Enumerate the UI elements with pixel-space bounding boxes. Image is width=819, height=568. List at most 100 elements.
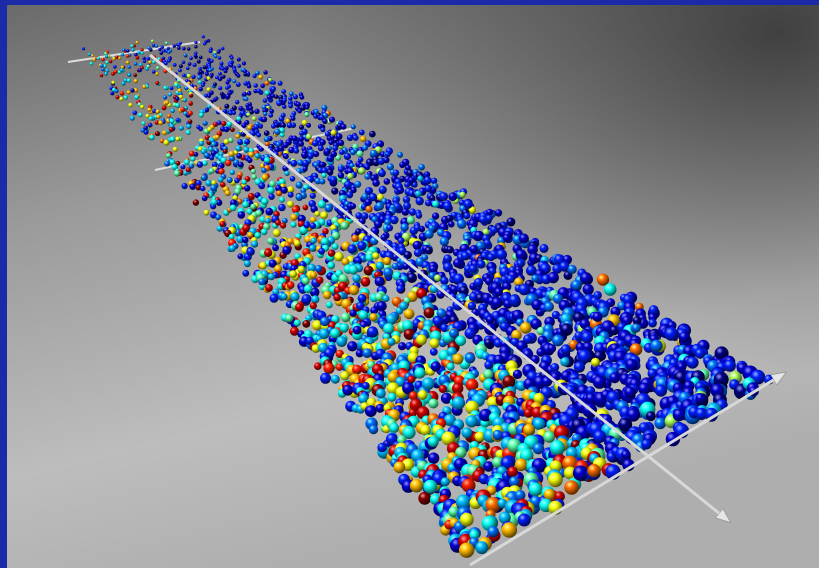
sphere — [112, 57, 116, 61]
sphere — [264, 136, 270, 142]
sphere — [220, 92, 224, 96]
sphere — [236, 74, 240, 78]
sphere — [386, 224, 393, 231]
sphere — [271, 94, 275, 98]
sphere — [571, 280, 581, 290]
sphere — [578, 350, 592, 364]
sphere — [275, 220, 281, 226]
sphere — [295, 303, 304, 312]
sphere — [142, 85, 146, 89]
sphere — [193, 199, 199, 205]
sphere — [385, 152, 391, 158]
sphere — [258, 182, 265, 189]
sphere — [188, 111, 193, 116]
sphere — [414, 225, 421, 232]
sphere — [376, 262, 384, 270]
sphere — [177, 43, 180, 46]
sphere — [331, 188, 338, 195]
sphere — [164, 161, 170, 167]
sphere — [194, 54, 198, 58]
sphere — [369, 313, 377, 321]
sphere — [320, 127, 325, 132]
sphere — [174, 83, 178, 87]
sphere — [425, 247, 433, 255]
sphere — [121, 82, 125, 86]
sphere — [413, 241, 422, 250]
sphere — [418, 492, 431, 505]
sphere — [314, 109, 319, 114]
sphere — [375, 202, 384, 211]
sphere — [284, 171, 289, 176]
sphere — [342, 385, 353, 396]
sphere — [264, 249, 272, 257]
sphere — [205, 72, 209, 76]
sphere — [233, 68, 237, 72]
sphere — [432, 201, 439, 208]
sphere — [592, 312, 602, 322]
sphere — [126, 54, 129, 57]
sphere — [246, 209, 252, 215]
page: (() => { const NS = 'http://www.w3.org/2… — [0, 0, 819, 568]
sphere — [260, 84, 265, 89]
sphere — [182, 74, 186, 78]
sphere — [593, 375, 606, 388]
sphere — [187, 47, 190, 50]
sphere — [173, 44, 176, 47]
sphere — [247, 91, 252, 96]
sphere — [155, 81, 159, 85]
sphere — [433, 316, 443, 326]
sphere — [196, 125, 200, 129]
sphere — [358, 294, 367, 303]
sphere — [330, 177, 337, 184]
sphere — [421, 254, 428, 261]
sphere — [268, 78, 272, 82]
sphere — [383, 257, 391, 265]
sphere — [115, 95, 119, 99]
sphere — [110, 91, 114, 95]
sphere — [428, 399, 438, 409]
sphere — [609, 372, 620, 383]
sphere — [225, 86, 229, 90]
sphere — [293, 94, 298, 99]
sphere — [213, 82, 217, 86]
sphere — [336, 336, 347, 347]
sphere — [560, 323, 573, 336]
sphere — [654, 417, 666, 429]
sphere — [369, 131, 376, 138]
sphere — [221, 47, 225, 51]
sphere — [242, 270, 249, 277]
sphere — [186, 167, 191, 172]
sphere — [217, 120, 222, 125]
sphere — [397, 187, 404, 194]
sphere — [503, 234, 511, 242]
sphere — [362, 145, 368, 151]
sphere — [127, 73, 131, 77]
sphere — [120, 68, 124, 72]
sphere — [339, 149, 345, 155]
sphere — [404, 309, 415, 320]
sphere — [189, 57, 193, 61]
sphere — [278, 81, 283, 86]
sphere — [581, 331, 593, 343]
sphere — [624, 386, 636, 398]
sphere — [281, 113, 286, 118]
sphere — [621, 450, 631, 460]
sphere — [274, 123, 279, 128]
sphere — [156, 115, 160, 119]
sphere — [312, 140, 319, 147]
sphere — [352, 274, 360, 282]
sphere — [237, 64, 241, 68]
sphere — [439, 385, 447, 393]
sphere — [242, 237, 249, 244]
sphere — [344, 153, 351, 160]
sphere — [230, 128, 235, 133]
sphere — [149, 135, 155, 141]
sphere — [220, 182, 226, 188]
sphere — [416, 334, 427, 345]
sphere — [300, 95, 305, 100]
sphere — [247, 125, 252, 130]
sphere — [270, 294, 279, 303]
sphere — [279, 197, 285, 203]
sphere — [513, 370, 522, 379]
sphere — [583, 284, 594, 295]
